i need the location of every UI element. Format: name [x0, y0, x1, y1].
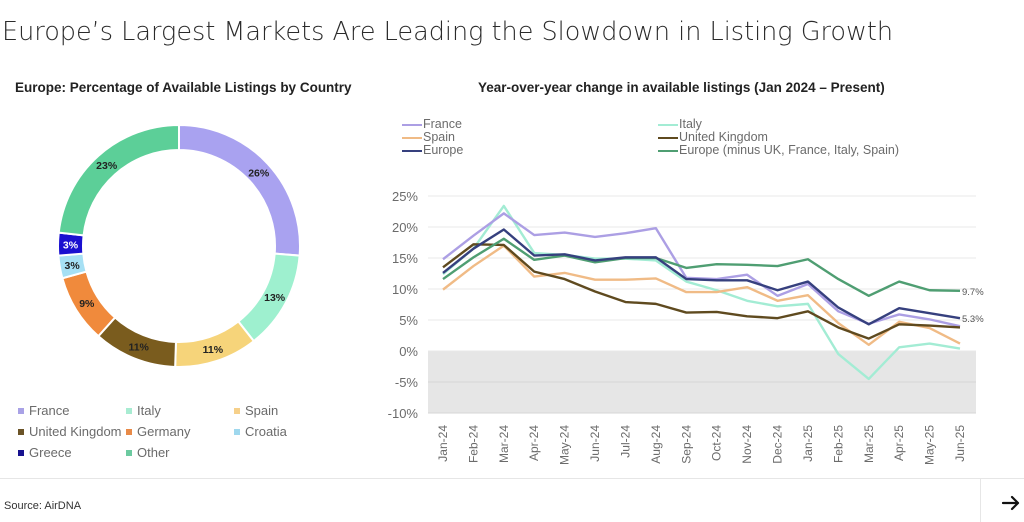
x-tick-label: Mar-25 [862, 425, 876, 463]
legend-label: Europe (minus UK, France, Italy, Spain) [679, 143, 899, 157]
end-data-label: 9.7% [962, 287, 984, 298]
x-tick-label: Jan-24 [436, 425, 450, 462]
legend-swatch [234, 428, 240, 435]
legend-line-swatch [658, 136, 678, 139]
line-chart-title: Year-over-year change in available listi… [478, 80, 885, 95]
next-button[interactable] [1000, 492, 1022, 514]
donut-data-label: 23% [96, 160, 118, 172]
donut-data-label: 13% [264, 292, 286, 304]
x-tick-label: Feb-25 [831, 425, 845, 463]
x-tick-label: Apr-24 [527, 425, 541, 461]
series-line-italy [442, 204, 961, 381]
donut-legend-item: Italy [126, 402, 234, 419]
legend-label: France [29, 403, 70, 418]
source-caption: Source: AirDNA [4, 500, 82, 512]
y-tick-label: 20% [392, 220, 418, 235]
line-legend-item: Europe (minus UK, France, Italy, Spain) [658, 144, 899, 157]
legend-line-swatch [402, 149, 422, 152]
x-tick-label: Jun-24 [588, 425, 602, 462]
legend-label: Other [137, 445, 170, 460]
donut-legend-item: Spain [234, 402, 334, 419]
line-legend-item: Italy [658, 118, 702, 131]
legend-label: United Kingdom [679, 130, 768, 144]
donut-legend-item: France [18, 402, 126, 419]
footer-divider [0, 478, 1024, 479]
y-tick-label: 15% [392, 251, 418, 266]
legend-label: Europe [423, 143, 464, 157]
legend-swatch [234, 407, 240, 414]
legend-label: Germany [137, 424, 191, 439]
legend-label: Spain [245, 403, 279, 418]
line-legend-item: France [402, 118, 462, 131]
page-title: Europe’s Largest Markets Are Leading the… [2, 17, 894, 47]
donut-slice-other [57, 123, 180, 237]
donut-legend-item: Croatia [234, 423, 334, 440]
donut-chart-title: Europe: Percentage of Available Listings… [15, 80, 352, 95]
donut-data-label: 11% [128, 342, 149, 354]
legend-label: Italy [679, 117, 702, 131]
legend-swatch [18, 449, 24, 456]
donut-legend-item: Germany [126, 423, 234, 440]
x-tick-label: Aug-24 [649, 425, 663, 464]
arrow-right-icon [1001, 495, 1020, 511]
x-tick-label: Dec-24 [771, 425, 785, 464]
legend-swatch [126, 428, 132, 435]
line-legend: France Spain Europe Italy United Kingdom… [402, 118, 982, 164]
footer-vertical-divider [980, 478, 981, 522]
donut-data-label: 3% [63, 239, 79, 251]
series-line-spain [442, 244, 961, 346]
legend-line-swatch [402, 123, 422, 126]
donut-legend-item: United Kingdom [18, 423, 126, 440]
y-tick-label: 0% [399, 344, 418, 359]
x-tick-label: Jan-25 [801, 425, 815, 462]
end-data-label: 5.3% [962, 314, 984, 325]
donut-legend-item: Other [126, 444, 234, 461]
legend-swatch [18, 407, 24, 414]
line-legend-item: Spain [402, 131, 455, 144]
donut-data-label: 3% [65, 260, 81, 272]
donut-data-label: 9% [79, 298, 95, 310]
x-tick-label: Jun-25 [953, 425, 967, 462]
x-tick-label: Oct-24 [710, 425, 724, 461]
series-line-europe-minus-uk-france-italy-spain [442, 237, 961, 298]
x-tick-label: May-24 [558, 425, 572, 465]
donut-legend-item: Greece [18, 444, 126, 461]
legend-label: Spain [423, 130, 455, 144]
x-tick-label: May-25 [923, 425, 937, 465]
donut-data-label: 11% [203, 344, 224, 356]
series-line-united-kingdom [442, 243, 961, 340]
y-tick-label: 5% [399, 313, 418, 328]
legend-label: Croatia [245, 424, 287, 439]
y-tick-label: 25% [392, 189, 418, 204]
x-tick-label: Jul-24 [618, 425, 632, 458]
line-legend-item: Europe [402, 144, 463, 157]
x-tick-label: Sep-24 [679, 425, 693, 464]
legend-line-swatch [658, 149, 678, 152]
x-tick-label: Nov-24 [740, 425, 754, 464]
legend-swatch [126, 449, 132, 456]
legend-swatch [18, 428, 24, 435]
x-tick-label: Feb-24 [466, 425, 480, 463]
legend-label: France [423, 117, 462, 131]
line-legend-item: United Kingdom [658, 131, 768, 144]
y-tick-label: -5% [395, 375, 419, 390]
donut-data-label: 26% [248, 167, 270, 179]
donut-legend: France Italy Spain United Kingdom German… [18, 402, 338, 461]
x-tick-label: Apr-25 [892, 425, 906, 461]
legend-swatch [126, 407, 132, 414]
y-tick-label: -10% [388, 406, 419, 421]
legend-line-swatch [658, 123, 678, 126]
legend-label: United Kingdom [29, 424, 122, 439]
legend-line-swatch [402, 136, 422, 139]
x-tick-label: Mar-24 [497, 425, 511, 463]
legend-label: Italy [137, 403, 161, 418]
series-line-europe [442, 228, 961, 326]
y-tick-label: 10% [392, 282, 418, 297]
legend-label: Greece [29, 445, 72, 460]
